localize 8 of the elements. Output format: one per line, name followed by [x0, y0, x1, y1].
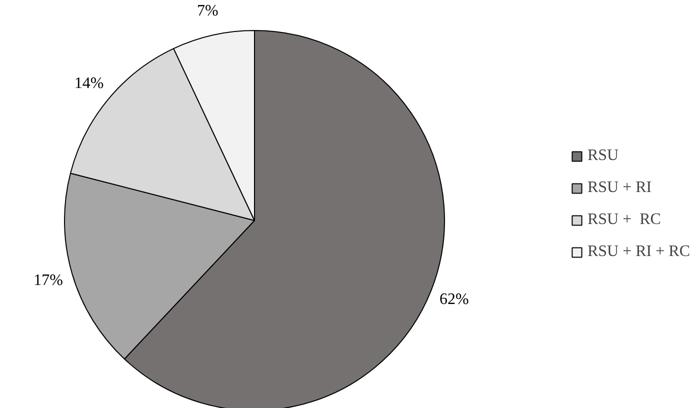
legend-label: RSU [587, 147, 619, 165]
data-label: 62% [439, 291, 469, 308]
data-label: 14% [74, 75, 104, 92]
legend-label: RSU + RI [587, 179, 652, 197]
legend-label: RSU + RC [587, 211, 661, 229]
legend-label: RSU + RI + RC [587, 243, 690, 261]
data-label: 7% [197, 2, 218, 20]
data-label: 17% [34, 272, 63, 289]
